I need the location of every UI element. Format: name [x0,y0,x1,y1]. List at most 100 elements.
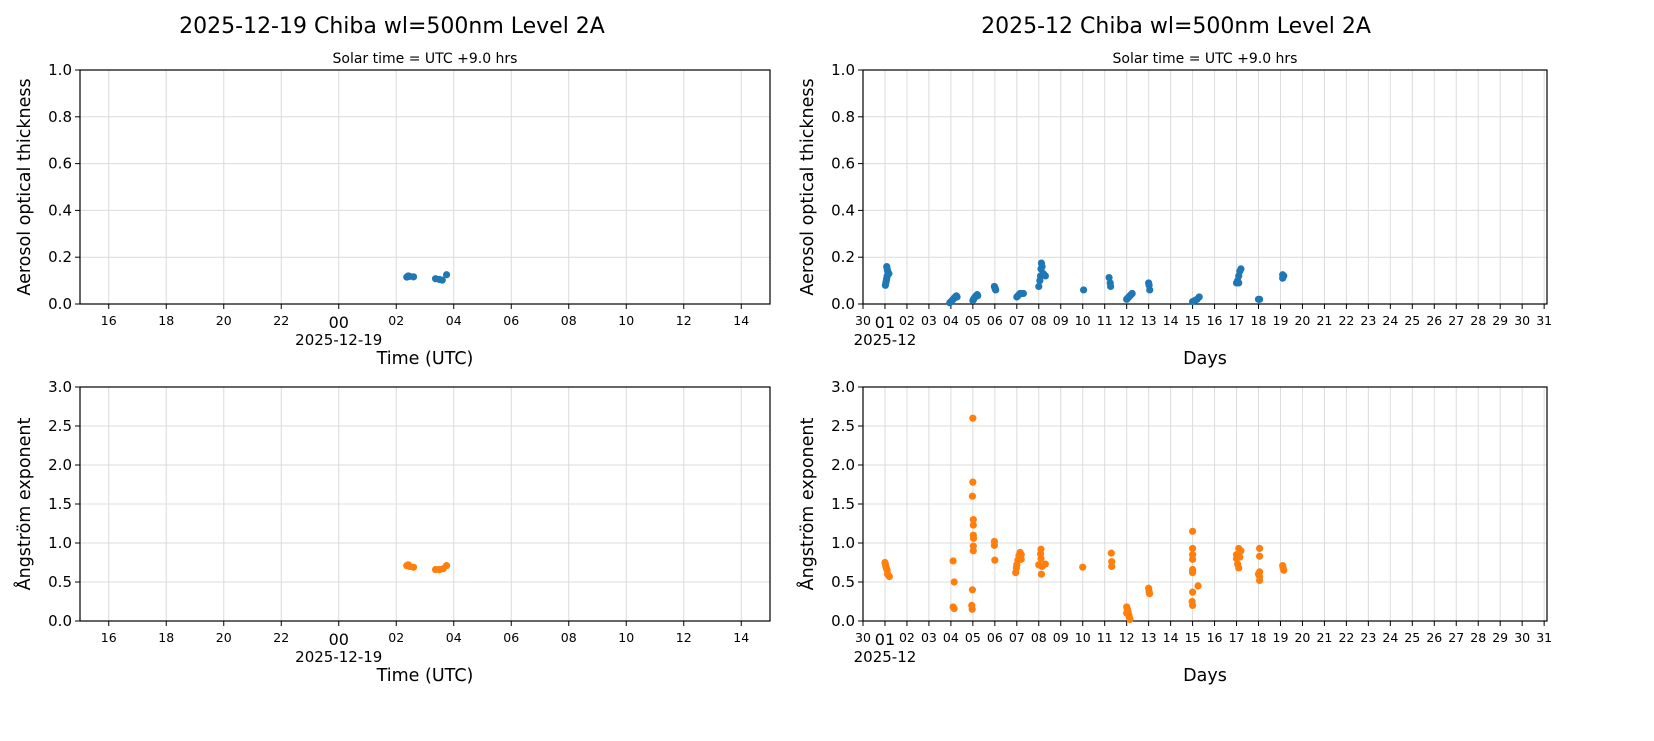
data-point [1145,590,1154,598]
x-tick-label: 08 [1031,630,1047,645]
data-point [969,521,977,529]
y-tick-label: 3.0 [48,378,72,396]
data-point [968,492,977,500]
x-tick-label: 08 [561,630,577,645]
data-point [1038,262,1046,271]
left-subtitle: Solar time = UTC +9.0 hrs [333,51,518,67]
x-tick-label: 20 [216,630,232,645]
data-point [1256,295,1264,303]
data-point [1037,555,1045,563]
x-tick-label: 04 [446,313,462,328]
data-point [884,269,892,278]
data-point [1017,555,1025,563]
x-tick-label: 25 [1404,630,1420,645]
x-tick-label: 24 [1382,630,1398,645]
y-tick-label: 3.0 [831,378,855,396]
x-tick-label: 10 [1075,313,1091,328]
x-tick-label: 24 [1382,313,1398,328]
x-tick-label: 16 [101,313,117,328]
x-tick-label: 30 [1514,630,1530,645]
data-point [1195,293,1203,301]
x-offset-date-label: 2025-12-19 [295,648,382,666]
x-offset-date-label: 2025-12 [854,648,917,666]
data-point [1280,566,1288,574]
x-tick-label: 20 [216,313,232,328]
data-point [1108,562,1116,571]
x-tick-label: 21 [1316,313,1332,328]
x-tick-label: 11 [1097,630,1113,645]
x-tick-label: 17 [1229,313,1245,328]
data-point [1105,273,1113,282]
x-tick-label: 09 [1053,313,1069,328]
x-tick-label: 10 [1075,630,1091,645]
y-tick-label: 1.0 [831,61,855,79]
data-point [1037,570,1046,578]
x-tick-label: 07 [1009,313,1025,328]
data-point [1146,286,1154,294]
x-tick-label: 10 [618,313,634,328]
x-tick-label: 02 [899,630,915,645]
axes-frame [79,69,771,305]
data-point [1254,570,1263,578]
x-tick-label: 30 [855,313,871,328]
x-tick-label: 28 [1470,630,1486,645]
x-tick-label: 06 [503,313,519,328]
data-point [1019,289,1027,298]
data-point [1237,547,1245,555]
x-offset-date-label: 2025-12-19 [295,331,382,349]
y-tick-label: 0.4 [831,201,855,219]
x-tick-label: 31 [1536,313,1552,328]
right-figure-title: 2025-12 Chiba wl=500nm Level 2A [981,14,1371,39]
x-tick-label: 22 [1338,313,1354,328]
data-point [1188,569,1197,577]
x-tick-label: 29 [1492,313,1508,328]
monthly-angstrom-axes: 0.0 0.5 1.0 1.5 2.0 2.5 3.0 30 01 02 03 04 05 06 07 08 0… [796,378,1552,686]
data-point [1188,527,1197,535]
left-figure-title: 2025-12-19 Chiba wl=500nm Level 2A [179,14,605,39]
data-point [1041,560,1049,568]
x-tick-label: 02 [388,630,404,645]
y-tick-label: 0.5 [48,573,72,591]
x-tick-label: 23 [1360,630,1376,645]
x-tick-label: 19 [1273,313,1289,328]
data-points [403,271,451,284]
data-point [885,572,893,581]
x-tick-label: 26 [1426,630,1442,645]
x-tick-label: 06 [503,630,519,645]
monthly-aot-axes: 0.0 0.2 0.4 0.6 0.8 1.0 30 01 02 03 04 05 06 07 08 09 10… [798,61,1552,369]
y-tick-label: 1.0 [48,61,72,79]
x-tick-label: 06 [987,313,1003,328]
data-point [1188,588,1197,596]
x-tick-label: 03 [921,313,937,328]
data-point [969,414,977,422]
y-tick-label: 0.0 [831,295,855,313]
y-tick-label: 2.5 [831,417,855,435]
x-tick-label: 20 [1294,313,1310,328]
data-point [1107,282,1115,291]
x-tick-label: 05 [965,313,981,328]
data-point [968,605,976,613]
data-point [950,604,958,613]
x-tick-label: 02 [899,313,915,328]
y-tick-label: 0.6 [48,155,72,173]
data-point [990,541,998,549]
x-tick-label: 17 [1229,630,1245,645]
data-point [950,578,958,586]
y-tick-label: 0.5 [831,573,855,591]
y-axis-label: Aerosol optical thickness [15,78,35,295]
y-tick-label: 1.5 [48,495,72,513]
x-tick-label: 16 [1207,313,1223,328]
x-tick-label: 12 [1119,630,1135,645]
y-tick-label: 2.5 [48,417,72,435]
data-point [409,563,418,571]
data-point [1080,286,1088,294]
data-point [1188,555,1197,563]
y-tick-label: 0.4 [48,201,72,219]
data-point [969,547,977,555]
y-tick-label: 0.2 [48,248,72,266]
x-tick-label: 29 [1492,630,1508,645]
y-axis-label: Aerosol optical thickness [798,78,818,295]
data-point [949,557,957,565]
x-tick-label: 16 [101,630,117,645]
